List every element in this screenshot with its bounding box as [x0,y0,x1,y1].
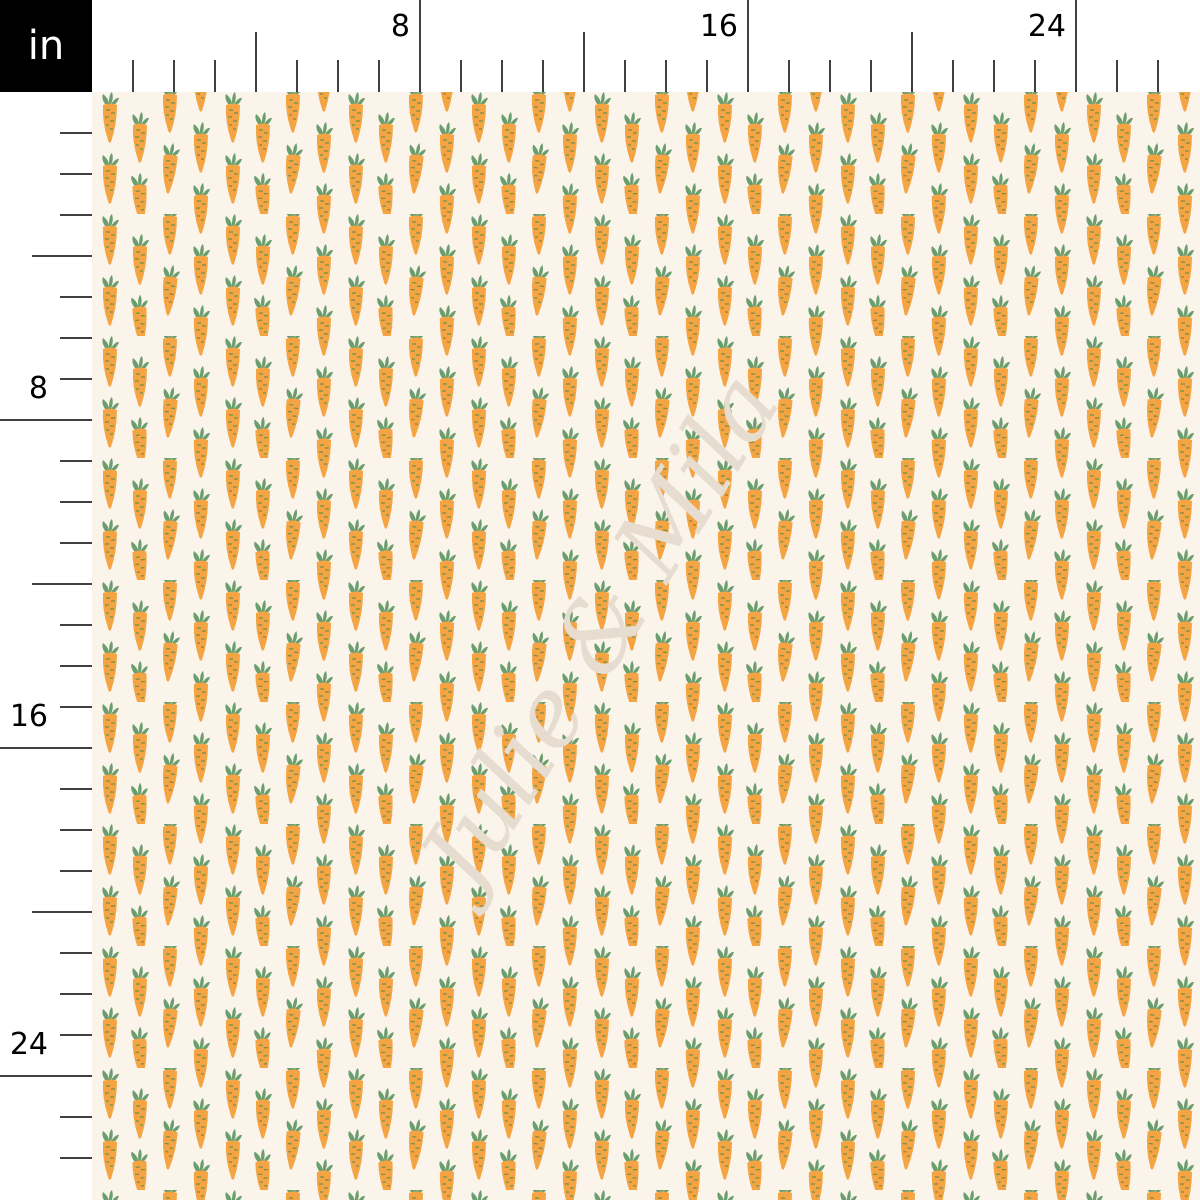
ruler-label: 24 [1028,9,1066,44]
ruler-label: 8 [391,9,410,44]
carrot-pattern-fill [92,92,1200,1200]
left-ruler: 8 16 24 [0,92,92,1200]
fabric-pattern [92,92,1200,1200]
top-ruler: 8 16 24 [92,0,1200,92]
ruler-label: 8 [29,371,48,406]
ruler-label: 24 [10,1027,48,1062]
ruler-label: 16 [10,699,48,734]
ruler-label: 16 [700,9,738,44]
unit-label: in [0,0,92,92]
